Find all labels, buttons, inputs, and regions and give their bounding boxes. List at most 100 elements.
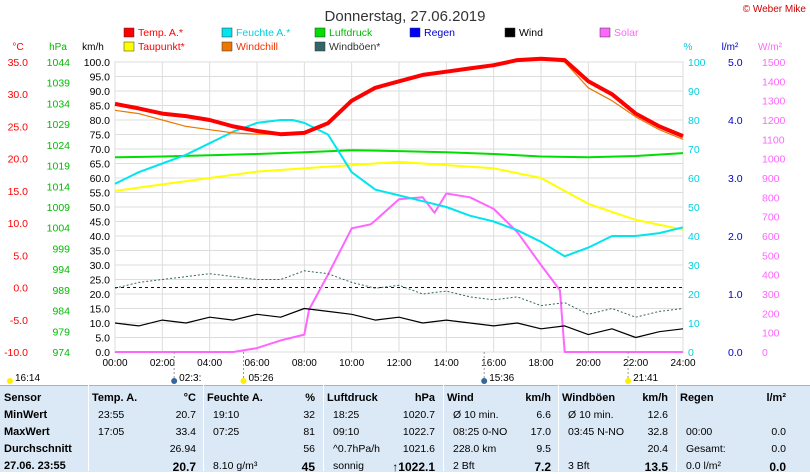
marker-time: 05:26 <box>249 373 274 384</box>
x-tick-label: 16:00 <box>481 358 506 369</box>
axis-tick-celsius: 15.0 <box>8 186 29 198</box>
table-header: Regen <box>680 392 714 404</box>
legend-label: Regen <box>424 27 455 39</box>
table-header: Sensor <box>4 392 42 404</box>
table-separator <box>558 385 559 471</box>
axis-tick-hpa: 979 <box>52 326 70 338</box>
table-cell-value: 0.0 <box>769 460 786 474</box>
legend-swatch <box>409 27 421 38</box>
axis-label-celsius: °C <box>12 42 23 53</box>
table-cell-value: ↑1022.1 <box>392 460 435 474</box>
table-cell-note: 0.0 l/m² <box>686 460 722 472</box>
axis-tick-kmh: 70.0 <box>90 144 111 156</box>
axis-tick-celsius: 30.0 <box>8 89 29 101</box>
table-cell-value: 1021.6 <box>402 443 435 455</box>
axis-tick-kmh: 50.0 <box>90 202 111 214</box>
table-cell-note: 2 Bft <box>453 460 475 472</box>
x-tick-label: 10:00 <box>339 358 364 369</box>
series-line-taupunkt <box>114 160 684 231</box>
x-tick-label: 18:00 <box>528 358 553 369</box>
axis-tick-hpa: 984 <box>52 306 70 318</box>
axis-label-hpa: hPa <box>49 42 67 53</box>
axis-tick-percent: 30 <box>688 260 700 272</box>
table-unit: km/h <box>525 392 551 404</box>
axis-tick-kmh: 15.0 <box>90 304 111 316</box>
series-line-solar <box>115 192 683 353</box>
x-tick-label: 04:00 <box>197 358 222 369</box>
table-cell-note: Ø 10 min. <box>453 409 499 421</box>
axis-label-solar: W/m² <box>758 42 783 53</box>
table-cell-value: 20.4 <box>647 443 668 455</box>
chart-title: Donnerstag, 27.06.2019 <box>325 8 486 25</box>
copyright: © Weber Mike <box>742 4 806 15</box>
axis-tick-kmh: 30.0 <box>90 260 111 272</box>
table-unit: l/m² <box>766 392 786 404</box>
table-unit: °C <box>183 392 196 404</box>
axis-tick-solar: 600 <box>762 231 780 243</box>
legend-label: Feuchte A.* <box>236 27 290 39</box>
table-cell-value: 26.94 <box>169 443 196 455</box>
weather-chart: Donnerstag, 27.06.2019 Temp. A.* Feuchte … <box>4 8 786 384</box>
table-cell-value: 7.2 <box>534 460 551 474</box>
moon-icon <box>481 378 488 384</box>
axis-tick-solar: 1400 <box>762 76 786 88</box>
table-cell-value: 1020.7 <box>402 409 435 421</box>
axis-tick-solar: 1500 <box>762 57 786 69</box>
table-unit: hPa <box>414 392 435 404</box>
table-separator <box>443 385 444 471</box>
axis-tick-celsius: 35.0 <box>8 57 29 69</box>
table-row-label: MaxWert <box>4 426 50 438</box>
table-cell-note: 07:25 <box>213 426 240 438</box>
axis-tick-solar: 800 <box>762 192 780 204</box>
table-separator <box>203 385 204 471</box>
series-line-luftdruck <box>114 149 684 159</box>
table-cell-value: 20.7 <box>175 409 196 421</box>
x-tick-label: 08:00 <box>292 358 317 369</box>
table-cell-note: 8.10 g/m³ <box>213 460 258 472</box>
x-tick-label: 20:00 <box>576 358 601 369</box>
table-header: Luftdruck <box>327 392 378 404</box>
table-row-label: Durchschnitt <box>4 443 72 455</box>
axis-tick-solar: 400 <box>762 270 780 282</box>
axis-tick-kmh: 10.0 <box>90 318 111 330</box>
axis-tick-percent: 40 <box>688 231 700 243</box>
axis-tick-percent: 60 <box>688 173 700 185</box>
axis-tick-kmh: 45.0 <box>90 217 111 229</box>
table-cell-value: 81 <box>303 426 315 438</box>
x-tick-label: 14:00 <box>434 358 459 369</box>
table-header: Wind <box>447 392 474 404</box>
marker-time: 02:3: <box>179 373 201 384</box>
plot-area <box>114 56 684 353</box>
legend-swatch <box>314 41 326 52</box>
table-cell-note: ^0.7hPa/h <box>333 443 380 455</box>
table-cell-note: Ø 10 min. <box>568 409 614 421</box>
table-cell-value: 6.6 <box>536 409 551 421</box>
table-cell-note: 17:05 <box>98 426 125 438</box>
axis-tick-celsius: -10.0 <box>4 347 28 359</box>
table-header: Temp. A. <box>92 392 138 404</box>
axis-tick-hpa: 1024 <box>47 140 71 152</box>
axis-tick-hpa: 1029 <box>47 119 71 131</box>
axis-tick-percent: 10 <box>688 318 700 330</box>
axis-ticks: 00:00 02:00 04:00 06:00 08:00 10:00 12:00 14:00… <box>4 57 785 369</box>
series-line-windben <box>114 270 684 318</box>
legend-label: Windchill <box>236 41 278 53</box>
table-separator <box>676 385 677 471</box>
x-tick-label: 24:00 <box>670 358 695 369</box>
table-cell-note: 228.0 km <box>453 443 497 455</box>
axis-tick-solar: 1200 <box>762 115 786 127</box>
sun-icon <box>240 378 247 384</box>
summary-table: Sensor MinWert MaxWert Durchschnitt 27.06. 2… <box>0 385 810 474</box>
axis-tick-hpa: 1014 <box>47 181 71 193</box>
axis-tick-kmh: 75.0 <box>90 130 111 142</box>
table-cell-note: 09:10 <box>333 426 360 438</box>
table-separator <box>323 385 324 471</box>
x-tick-label: 06:00 <box>244 358 269 369</box>
table-cell-note: 23:55 <box>98 409 125 421</box>
table-separator <box>88 385 89 471</box>
table-cell-note: 19:10 <box>213 409 240 421</box>
marker-time: 16:14 <box>15 373 40 384</box>
axis-tick-percent: 100 <box>688 57 706 69</box>
marker-time: 21:41 <box>633 373 658 384</box>
table-cell-value: 32 <box>303 409 315 421</box>
